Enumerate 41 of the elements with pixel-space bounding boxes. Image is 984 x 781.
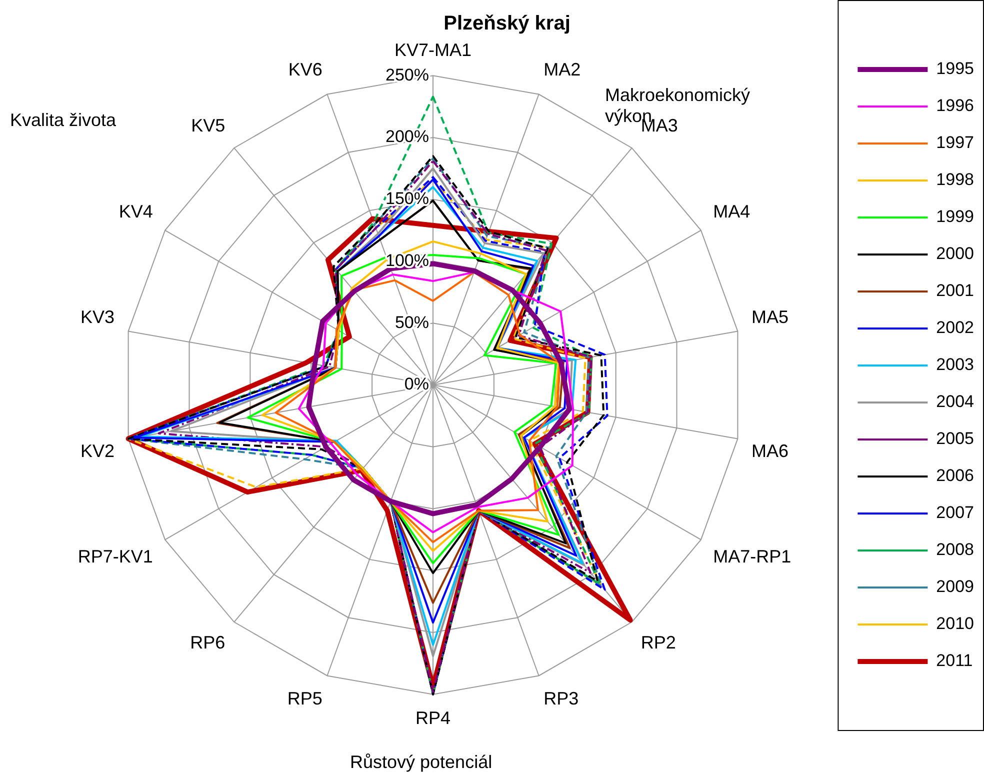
legend-label: 2002	[936, 318, 974, 338]
legend-label: 2003	[936, 355, 974, 374]
legend-label: 2010	[936, 614, 974, 634]
legend-label: 2005	[936, 429, 974, 448]
spoke-label: RP5	[287, 688, 322, 709]
spoke-label: RP6	[190, 632, 226, 653]
legend-label: 2006	[936, 466, 974, 486]
text: Plzeňský kraj	[444, 12, 570, 35]
legend-label: 1998	[936, 170, 974, 190]
text: Růstový potenciál	[350, 752, 494, 773]
legend-label: 1996	[936, 96, 974, 116]
legend-label: 2001	[936, 281, 974, 300]
spoke-label: MA6	[751, 440, 788, 461]
y-tick-label: 250%	[386, 65, 429, 84]
spoke-label: KV6	[288, 59, 322, 80]
legend-label: 2000	[936, 244, 974, 264]
spoke-label: MA4	[713, 201, 750, 222]
legend-label: 1999	[936, 207, 974, 226]
spoke-label: KV5	[191, 115, 226, 136]
y-tick-label: 50%	[394, 312, 429, 332]
legend-label: 1995	[936, 59, 974, 78]
spoke-label: RP4	[415, 708, 451, 728]
legend-label: 2007	[936, 503, 974, 522]
text: Kvalita života	[10, 110, 118, 131]
y-tick-label: 0%	[404, 374, 429, 394]
legend-label: 2008	[936, 540, 974, 560]
spoke-label: MA2	[544, 59, 581, 80]
spoke-label: RP2	[640, 632, 676, 653]
spoke-label: RP7-KV1	[78, 546, 153, 566]
spoke-label: KV7-MA1	[394, 40, 472, 60]
spoke-label: RP3	[544, 688, 579, 709]
legend-label: 2011	[936, 651, 973, 670]
spoke-label: KV4	[118, 201, 153, 222]
legend-label: 2009	[936, 577, 974, 596]
spoke-label: KV3	[80, 307, 115, 328]
legend-label: 1997	[936, 133, 974, 152]
spoke-label: MA5	[751, 307, 788, 328]
spoke-label: MA7-RP1	[713, 546, 792, 566]
spoke-label: KV2	[80, 440, 115, 461]
legend-label: 2004	[936, 392, 974, 412]
y-tick-label: 200%	[386, 127, 429, 146]
